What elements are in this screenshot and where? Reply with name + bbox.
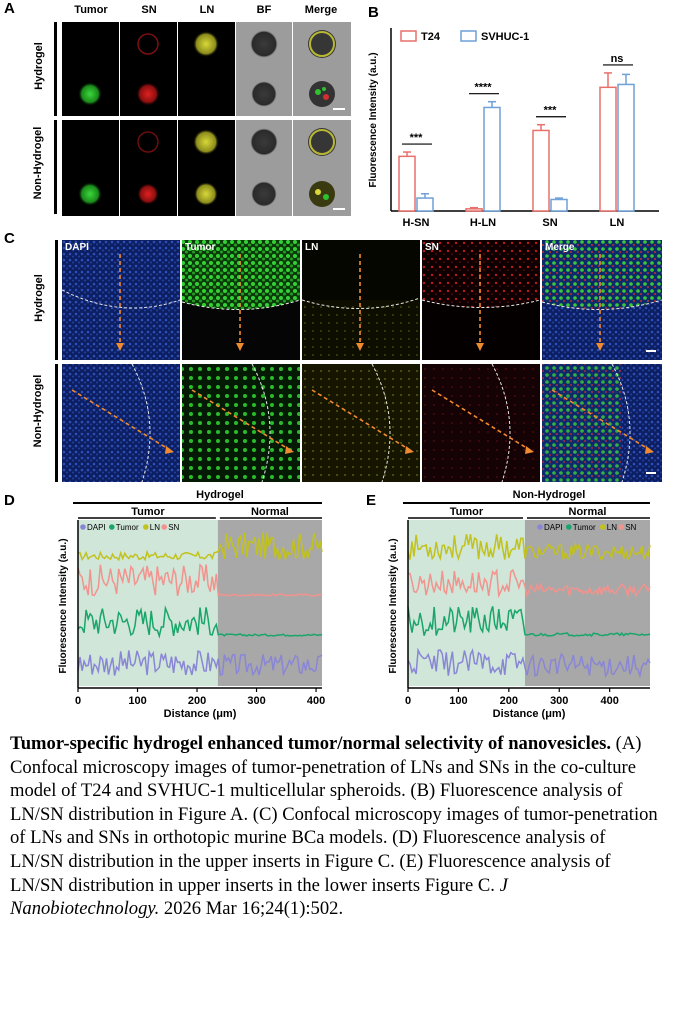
significance-label: **** (474, 82, 492, 94)
legend-label-svhuc: SVHUC-1 (481, 31, 529, 43)
panel-a-col-sn: SN (141, 4, 157, 16)
significance-label: *** (544, 105, 558, 117)
significance-label: ns (611, 53, 624, 65)
bar-svhuc-1-h-sn (416, 197, 434, 212)
profile-trace (407, 606, 651, 638)
panel-a-row-hydrogel: Hydrogel (33, 42, 45, 90)
panel-d-label: D (4, 492, 15, 509)
profile-trace (77, 532, 323, 562)
profile-title: Hydrogel (196, 489, 244, 501)
profile-trace (77, 605, 323, 639)
panel-a-col-bf: BF (256, 4, 272, 16)
legend-label-t24: T24 (421, 31, 441, 43)
profile-trace (407, 647, 651, 679)
profile-xtick-label: 0 (405, 695, 411, 707)
profile-xtick-label: 200 (500, 695, 518, 707)
panel-c-label-tumor: Tumor (185, 242, 216, 253)
panel-c-label-ln: LN (305, 242, 319, 253)
panel-b-label: B (368, 4, 379, 21)
panel-c-row-bracket-2 (55, 364, 58, 482)
figure-caption: Tumor-specific hydrogel enhanced tumor/n… (10, 732, 660, 921)
panel-a-col-merge: Merge (304, 4, 338, 16)
region-label-tumor: Tumor (131, 506, 165, 518)
profile-title: Non-Hydrogel (513, 489, 586, 501)
legend-label-dapi: DAPI (544, 523, 563, 532)
profile-xtick-label: 300 (247, 695, 265, 707)
legend-dot-dapi (537, 524, 543, 530)
profile-xlabel: Distance (μm) (164, 708, 237, 720)
legend-dot-ln (143, 524, 149, 530)
bar-t24-sn (532, 129, 550, 212)
legend-swatch-svhuc (460, 30, 477, 42)
panel-c-label: C (4, 230, 15, 247)
legend-dot-tumor (566, 524, 572, 530)
bar-t24-h-sn (398, 155, 416, 212)
panel-b-xtick: SN (542, 217, 557, 229)
region-label-tumor: Tumor (450, 506, 484, 518)
panel-a-row-nonhydrogel: Non-Hydrogel (32, 126, 44, 200)
profile-xtick-label: 100 (449, 695, 467, 707)
panel-b-ylabel: Fluorescence Intensity (a.u.) (368, 52, 379, 187)
profile-xtick-label: 0 (75, 695, 81, 707)
panel-a-row-bracket-2 (54, 120, 57, 214)
caption-citation: 2026 Mar 16;24(1):502. (159, 898, 344, 920)
region-label-normal: Normal (251, 506, 289, 518)
legend-dot-sn (618, 524, 624, 530)
profile-xlabel: Distance (μm) (493, 708, 566, 720)
legend-dot-dapi (80, 524, 86, 530)
legend-swatch-t24 (400, 30, 417, 42)
legend-label-dapi: DAPI (87, 523, 106, 532)
panel-b-xtick: H-SN (403, 217, 430, 229)
legend-dot-sn (161, 524, 167, 530)
panel-a-microscopy-grid (62, 22, 351, 216)
bar-svhuc-1-sn (550, 198, 568, 212)
profile-ylabel: Fluorescence Intensity (a.u.) (58, 538, 69, 673)
panel-a-label: A (4, 0, 15, 17)
profile-xtick-label: 400 (307, 695, 325, 707)
profile-ylabel: Fluorescence Intensity (a.u.) (388, 538, 399, 673)
caption-body: (A) Confocal microscopy images of tumor-… (10, 733, 658, 896)
legend-label-tumor: Tumor (116, 523, 139, 532)
caption-title: Tumor-specific hydrogel enhanced tumor/n… (10, 733, 611, 754)
profile-xtick-label: 100 (128, 695, 146, 707)
panel-c-row-bracket-1 (55, 240, 58, 360)
profile-trace (77, 563, 323, 597)
legend-dot-ln (600, 524, 606, 530)
panel-b-xtick: H-LN (470, 217, 496, 229)
legend-dot-tumor (109, 524, 115, 530)
panel-c-label-dapi: DAPI (65, 242, 89, 253)
bar-svhuc-1-h-ln (483, 106, 501, 212)
panel-b-xtick: LN (610, 217, 625, 229)
profile-xtick-label: 300 (550, 695, 568, 707)
panel-c-row-nonhydrogel: Non-Hydrogel (32, 374, 44, 448)
legend-label-ln: LN (150, 523, 160, 532)
panel-a-row-bracket-1 (54, 22, 57, 116)
panel-c-microscopy-grid: DAPI Tumor LN SN Merge (61, 240, 663, 483)
panel-b-chart: T24 SVHUC-1 Fluorescence Intensity (a.u.… (368, 28, 659, 229)
panel-d-chart: Hydrogel Tumor Normal DAPI Tumor LN SN 0 100 200 3… (58, 489, 325, 720)
legend-label-tumor: Tumor (573, 523, 596, 532)
profile-trace (407, 534, 651, 562)
panel-c-row-hydrogel: Hydrogel (33, 274, 45, 322)
panel-c-label-sn: SN (425, 242, 439, 253)
region-label-normal: Normal (569, 506, 607, 518)
panel-e-label: E (366, 492, 377, 509)
profile-xtick-label: 200 (188, 695, 206, 707)
bar-t24-ln (599, 86, 617, 212)
legend-label-sn: SN (168, 523, 179, 532)
bar-t24-h-ln (465, 208, 483, 212)
legend-label-ln: LN (607, 523, 617, 532)
caption-journal: J Nanobiotechnology. (10, 874, 508, 920)
significance-label: *** (410, 132, 424, 144)
legend-label-sn: SN (625, 523, 636, 532)
panel-c-label-merge: Merge (545, 242, 575, 253)
profile-xtick-label: 400 (600, 695, 618, 707)
panel-a-col-ln: LN (199, 4, 215, 16)
panel-a-col-tumor: Tumor (74, 4, 108, 16)
panel-e-chart: Non-Hydrogel Tumor Normal DAPI Tumor LN SN 0 100… (388, 489, 651, 720)
profile-trace (77, 649, 323, 677)
profile-trace (408, 568, 651, 599)
bar-svhuc-1-ln (617, 83, 635, 212)
